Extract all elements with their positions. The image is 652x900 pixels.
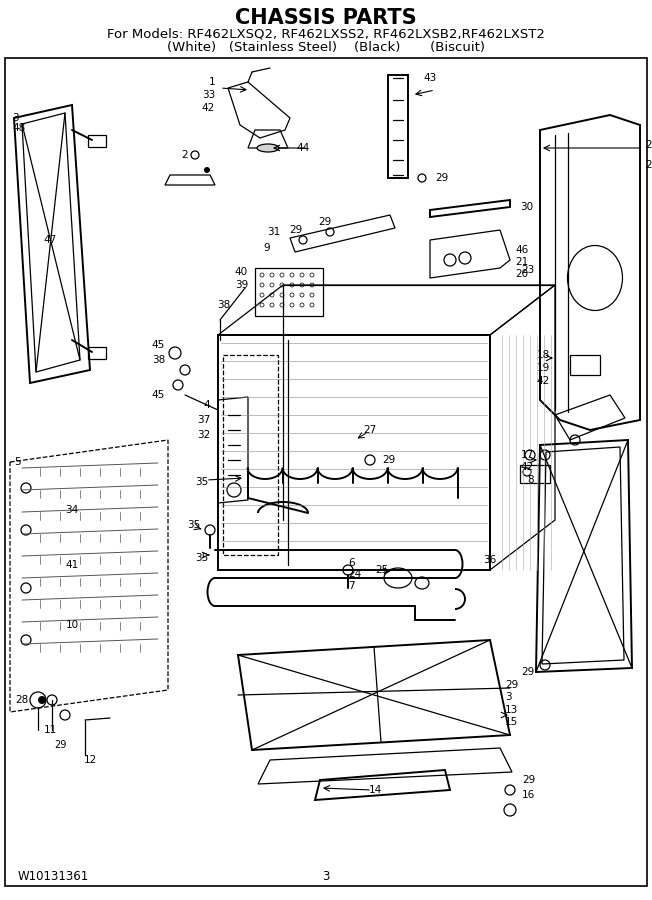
Text: 12: 12 (83, 755, 96, 765)
Text: 46: 46 (515, 245, 528, 255)
Bar (88, 347, 106, 359)
Text: 40: 40 (235, 267, 248, 277)
Ellipse shape (257, 144, 279, 152)
Text: 29: 29 (318, 217, 332, 227)
Text: 31: 31 (267, 227, 280, 237)
Text: 45: 45 (152, 340, 165, 350)
Text: 2: 2 (181, 150, 188, 160)
Text: 5: 5 (14, 457, 21, 467)
Text: 3: 3 (505, 692, 512, 702)
Text: 3: 3 (12, 113, 19, 123)
Text: 14: 14 (368, 785, 381, 795)
Text: 38: 38 (216, 300, 230, 310)
Text: 30: 30 (520, 202, 533, 212)
Text: 33: 33 (201, 90, 215, 100)
Circle shape (38, 696, 46, 704)
Text: 38: 38 (152, 355, 165, 365)
Text: 42: 42 (201, 103, 215, 113)
Text: 39: 39 (235, 280, 248, 290)
Text: 3: 3 (322, 869, 330, 883)
Text: 44: 44 (297, 143, 310, 153)
Text: 27: 27 (363, 425, 377, 435)
Text: 47: 47 (44, 235, 57, 245)
Bar (223, 355, 278, 555)
Text: 21: 21 (515, 257, 528, 267)
Text: 1: 1 (209, 77, 215, 87)
Text: 19: 19 (537, 363, 550, 373)
Text: For Models: RF462LXSQ2, RF462LXSS2, RF462LXSB2,RF462LXST2: For Models: RF462LXSQ2, RF462LXSS2, RF46… (107, 28, 545, 40)
Text: 10: 10 (65, 620, 78, 630)
Text: 20: 20 (515, 269, 528, 279)
Circle shape (204, 167, 210, 173)
Text: 37: 37 (197, 415, 210, 425)
Text: 9: 9 (263, 243, 270, 253)
Text: 22: 22 (645, 140, 652, 150)
Text: W10131361: W10131361 (18, 869, 89, 883)
Text: 41: 41 (65, 560, 79, 570)
Bar (88, 135, 106, 147)
Bar (520, 465, 550, 483)
Text: 29: 29 (382, 455, 395, 465)
Text: 6: 6 (348, 558, 355, 568)
Text: 7: 7 (348, 581, 355, 591)
Text: 35: 35 (186, 520, 200, 530)
Text: 15: 15 (505, 717, 518, 727)
Text: 24: 24 (348, 569, 361, 579)
Text: 28: 28 (15, 695, 28, 705)
Text: 13: 13 (505, 705, 518, 715)
Text: 29: 29 (289, 225, 303, 235)
Text: 34: 34 (65, 505, 79, 515)
Text: 25: 25 (375, 565, 388, 575)
Bar (570, 355, 600, 375)
Text: 42: 42 (537, 376, 550, 386)
Text: 29: 29 (645, 160, 652, 170)
Text: 29: 29 (435, 173, 449, 183)
Text: 35: 35 (195, 477, 208, 487)
Bar (255, 268, 323, 316)
Text: 29: 29 (521, 667, 534, 677)
Text: 48: 48 (12, 123, 25, 133)
Text: 36: 36 (483, 555, 497, 565)
Text: 17: 17 (521, 450, 534, 460)
Text: 16: 16 (522, 790, 535, 800)
Text: (White)   (Stainless Steel)    (Black)       (Biscuit): (White) (Stainless Steel) (Black) (Biscu… (167, 40, 485, 53)
Text: 18: 18 (537, 350, 550, 360)
Text: 29: 29 (522, 775, 535, 785)
Text: 45: 45 (152, 390, 165, 400)
Text: 43: 43 (423, 73, 437, 83)
Text: 42: 42 (521, 462, 534, 472)
Text: 4: 4 (203, 400, 210, 410)
Text: 8: 8 (527, 475, 534, 485)
Text: 29: 29 (505, 680, 518, 690)
Text: 35: 35 (195, 553, 208, 563)
Text: 11: 11 (44, 725, 57, 735)
Text: 23: 23 (522, 265, 535, 275)
Text: CHASSIS PARTS: CHASSIS PARTS (235, 8, 417, 28)
Text: 29: 29 (54, 740, 67, 750)
Text: 32: 32 (197, 430, 210, 440)
